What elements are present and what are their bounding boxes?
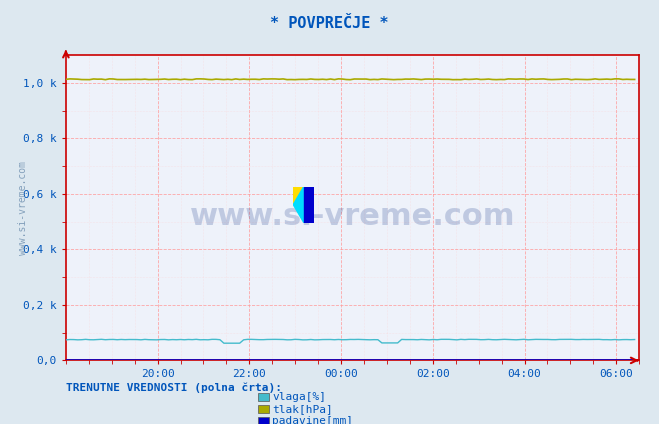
Text: vlaga[%]: vlaga[%] [272,392,326,402]
Text: * POVPREČJE *: * POVPREČJE * [270,16,389,31]
Text: www.si-vreme.com: www.si-vreme.com [18,161,28,255]
Polygon shape [293,187,304,223]
Text: TRENUTNE VREDNOSTI (polna črta):: TRENUTNE VREDNOSTI (polna črta): [66,383,282,393]
Text: padavine[mm]: padavine[mm] [272,416,353,424]
Text: www.si-vreme.com: www.si-vreme.com [190,202,515,232]
Polygon shape [293,187,304,205]
Polygon shape [304,187,314,223]
Text: tlak[hPa]: tlak[hPa] [272,404,333,414]
